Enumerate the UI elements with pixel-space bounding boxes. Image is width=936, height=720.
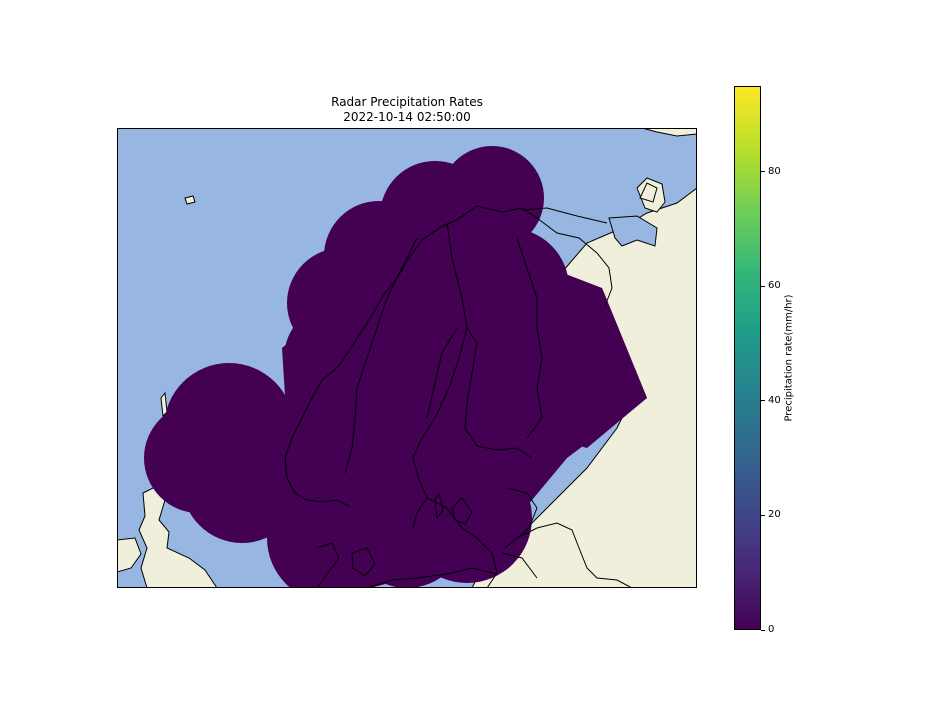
britain — [138, 485, 218, 588]
colorbar-tick — [761, 400, 765, 402]
map-title: Radar Precipitation Rates 2022-10-14 02:… — [117, 95, 697, 125]
colorbar-tick-label: 20 — [768, 509, 781, 521]
colorbar-tick — [761, 171, 765, 173]
colorbar — [734, 86, 761, 630]
radar-map — [117, 128, 697, 588]
colorbar-tick — [761, 285, 765, 287]
ireland — [117, 537, 142, 573]
colorbar-tick-label: 80 — [768, 165, 781, 177]
north-island — [639, 182, 658, 203]
svalbard-tip — [641, 128, 697, 137]
title-line-1: Radar Precipitation Rates — [331, 95, 483, 109]
faroe-island — [184, 195, 196, 205]
colorbar-tick — [761, 629, 765, 631]
colorbar-label-text: Precipitation rate(mm/hr) — [783, 294, 795, 422]
map-frame — [117, 128, 697, 588]
radar-coverage — [144, 146, 647, 588]
colorbar-tick-label: 40 — [768, 394, 781, 406]
colorbar-tick — [761, 514, 765, 516]
colorbar-tick-label: 60 — [768, 280, 781, 292]
colorbar-tick-label: 0 — [768, 624, 775, 635]
white-sea — [608, 215, 658, 247]
coastlines — [284, 205, 633, 588]
title-line-2: 2022-10-14 02:50:00 — [343, 110, 471, 124]
